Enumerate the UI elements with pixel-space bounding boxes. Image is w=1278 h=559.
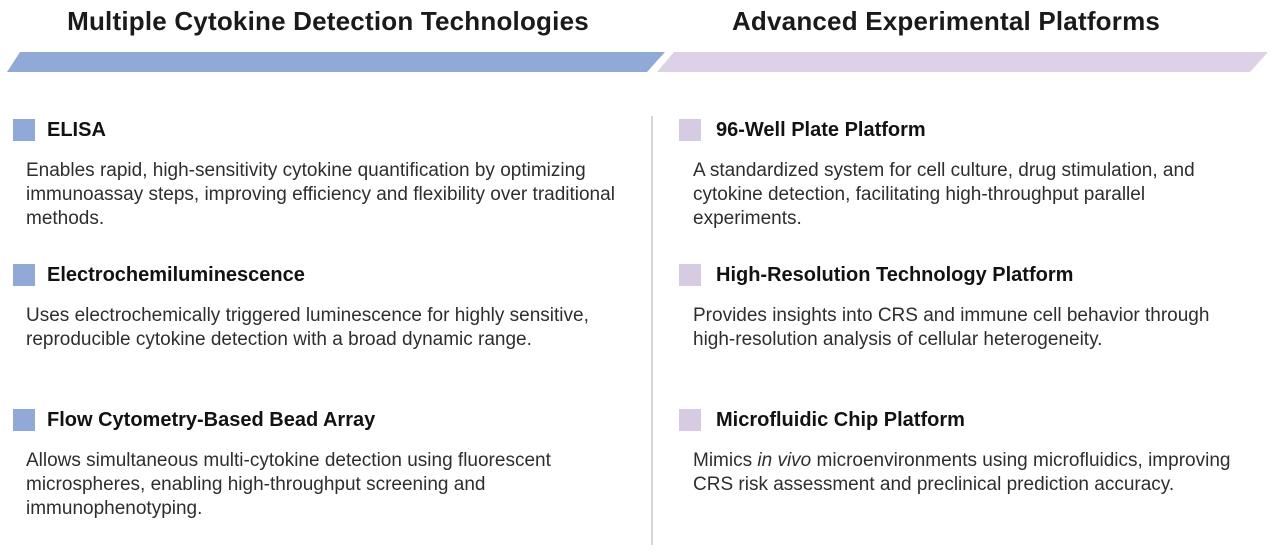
list-item-96-well-plate-platform: 96-Well Plate Platform A standardized sy…	[679, 118, 1239, 263]
list-item-high-resolution-technology-platform: High-Resolution Technology Platform Prov…	[679, 263, 1239, 408]
left-banner-parallelogram	[7, 52, 665, 72]
item-title: Microfluidic Chip Platform	[716, 409, 965, 431]
left-section-title: Multiple Cytokine Detection Technologies	[67, 6, 589, 36]
item-header: Microfluidic Chip Platform	[679, 408, 1239, 432]
item-title: ELISA	[47, 119, 106, 141]
purple-square-bullet-icon	[679, 409, 701, 431]
blue-square-bullet-icon	[13, 264, 35, 286]
item-header: Flow Cytometry-Based Bead Array	[13, 408, 638, 432]
blue-square-bullet-icon	[13, 119, 35, 141]
item-description: Mimics in vivo microenvironments using m…	[693, 449, 1238, 497]
item-description: Allows simultaneous multi-cytokine detec…	[26, 450, 551, 519]
item-title: High-Resolution Technology Platform	[716, 264, 1074, 286]
item-description-rest: microenvironments using microfluidics, i…	[693, 450, 1231, 495]
item-title: 96-Well Plate Platform	[716, 119, 926, 141]
list-item-microfluidic-chip-platform: Microfluidic Chip Platform Mimics in viv…	[679, 408, 1239, 553]
item-description: Uses electrochemically triggered lumines…	[26, 305, 589, 350]
purple-square-bullet-icon	[679, 264, 701, 286]
item-description-prefix: Mimics	[693, 450, 758, 471]
item-header: ELISA	[13, 118, 638, 142]
purple-square-bullet-icon	[679, 119, 701, 141]
item-header: 96-Well Plate Platform	[679, 118, 1239, 142]
item-header: Electrochemiluminescence	[13, 263, 638, 287]
item-description: Provides insights into CRS and immune ce…	[693, 305, 1210, 350]
list-item-flow-cytometry-bead-array: Flow Cytometry-Based Bead Array Allows s…	[13, 408, 638, 553]
list-item-elisa: ELISA Enables rapid, high-sensitivity cy…	[13, 118, 638, 263]
column-divider	[651, 116, 653, 545]
left-column: ELISA Enables rapid, high-sensitivity cy…	[13, 118, 638, 553]
item-title: Flow Cytometry-Based Bead Array	[47, 409, 376, 431]
right-column: 96-Well Plate Platform A standardized sy…	[679, 118, 1239, 553]
item-title: Electrochemiluminescence	[47, 264, 305, 286]
item-description: A standardized system for cell culture, …	[693, 160, 1195, 229]
item-description: Enables rapid, high-sensitivity cytokine…	[26, 160, 615, 229]
right-section-title: Advanced Experimental Platforms	[731, 6, 1161, 36]
right-banner-parallelogram	[657, 52, 1268, 72]
blue-square-bullet-icon	[13, 409, 35, 431]
item-header: High-Resolution Technology Platform	[679, 263, 1239, 287]
item-description-italic: in vivo	[757, 450, 812, 471]
list-item-electrochemiluminescence: Electrochemiluminescence Uses electroche…	[13, 263, 638, 408]
